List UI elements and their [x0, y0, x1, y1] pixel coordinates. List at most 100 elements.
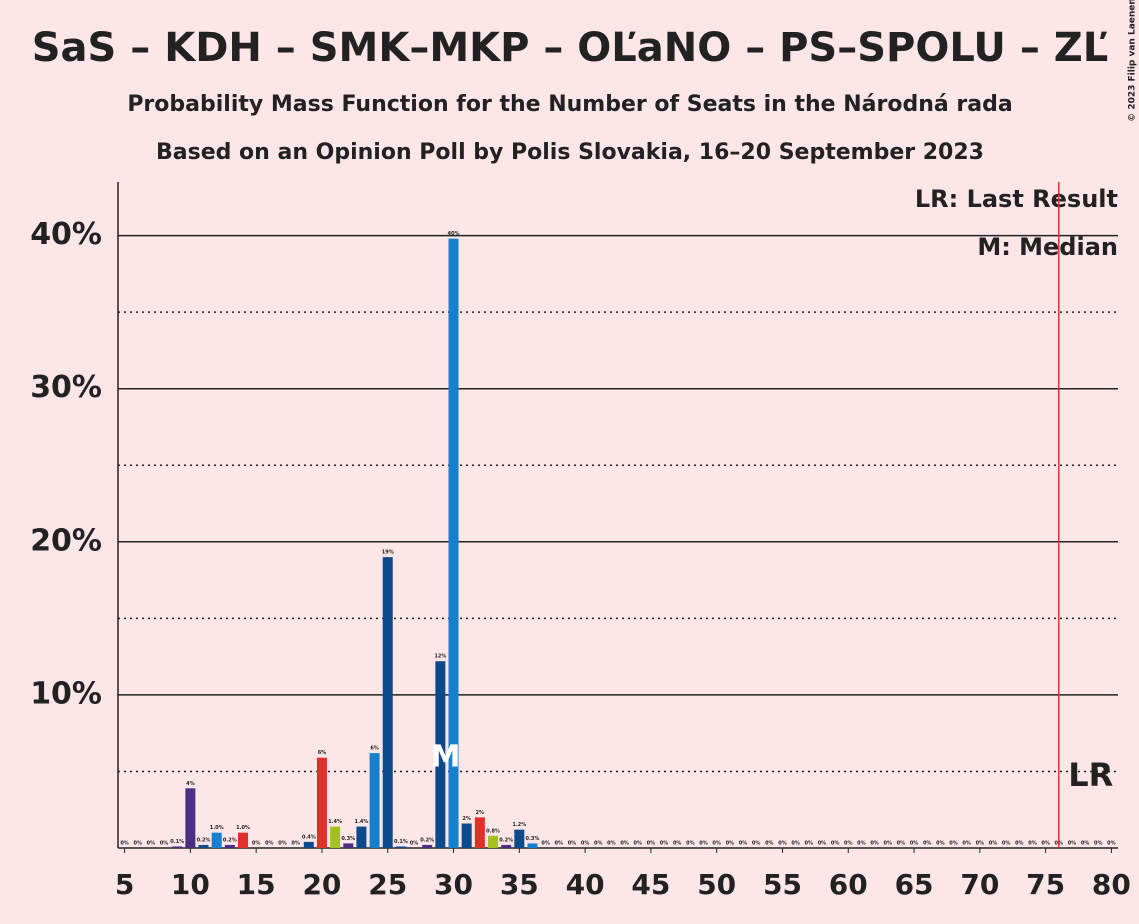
bar	[395, 846, 406, 848]
value-label: 0.3%	[526, 836, 540, 842]
value-label: 0%	[1068, 841, 1077, 847]
bar	[343, 843, 354, 848]
value-label: 1.4%	[354, 819, 368, 825]
value-label: 0%	[1028, 841, 1037, 847]
value-label: 0.4%	[302, 834, 316, 840]
bar	[501, 844, 512, 848]
value-label: 0%	[752, 841, 761, 847]
x-tick-label: 20	[302, 868, 341, 901]
value-label: 0%	[870, 841, 879, 847]
bar	[224, 844, 235, 848]
value-label: 0%	[133, 841, 142, 847]
value-label: 0%	[686, 841, 695, 847]
value-label: 6%	[370, 746, 379, 752]
y-tick-label: 10%	[30, 676, 102, 711]
value-label: 0%	[897, 841, 906, 847]
value-label: 0%	[1041, 841, 1050, 847]
bar	[330, 826, 341, 848]
chart-title: SaS – KDH – SMK–MKP – OĽaNO – PS–SPOLU –…	[32, 25, 1109, 71]
y-tick-label: 40%	[30, 217, 102, 252]
value-label: 0%	[910, 841, 919, 847]
subtitle: Based on an Opinion Poll by Polis Slovak…	[156, 140, 984, 165]
value-label: 0%	[831, 841, 840, 847]
value-label: 0%	[949, 841, 958, 847]
value-label: 0.1%	[170, 839, 184, 845]
value-label: 0%	[265, 841, 274, 847]
value-label: 0%	[739, 841, 748, 847]
bar	[198, 844, 209, 848]
bar	[316, 757, 327, 848]
value-label: 0%	[699, 841, 708, 847]
value-label: 0%	[857, 841, 866, 847]
value-label: 0%	[791, 841, 800, 847]
value-label: 0.2%	[197, 837, 211, 843]
x-tick-label: 10	[171, 868, 210, 901]
value-label: 0%	[805, 841, 814, 847]
value-label: 1.4%	[328, 819, 342, 825]
value-label: 0%	[147, 841, 156, 847]
value-label: 2%	[476, 810, 485, 816]
value-label: 0%	[1002, 841, 1011, 847]
value-label: 0%	[1081, 841, 1090, 847]
bar	[382, 557, 393, 848]
value-label: 0%	[410, 841, 419, 847]
median-marker: M	[431, 740, 461, 775]
bar	[435, 661, 446, 848]
bar	[448, 238, 459, 849]
x-tick-label: 25	[368, 868, 407, 901]
value-label: 0%	[252, 841, 261, 847]
value-label: 0%	[1107, 841, 1116, 847]
bar	[303, 841, 314, 848]
value-label: 1.2%	[512, 822, 526, 828]
value-label: 0%	[278, 841, 287, 847]
value-label: 0%	[883, 841, 892, 847]
value-label: 0.2%	[499, 837, 513, 843]
x-tick-label: 45	[631, 868, 670, 901]
value-label: 0%	[1094, 841, 1103, 847]
value-label: 0%	[673, 841, 682, 847]
value-label: 0.2%	[420, 837, 434, 843]
bar	[527, 843, 538, 848]
value-label: 1.0%	[236, 825, 250, 831]
bar	[185, 788, 196, 848]
value-label: 0.1%	[394, 839, 408, 845]
value-label: 0%	[120, 841, 129, 847]
bar	[422, 844, 433, 848]
value-label: 0%	[607, 841, 616, 847]
value-label: 0%	[633, 841, 642, 847]
value-label: 12%	[434, 654, 446, 660]
value-label: 0%	[160, 841, 169, 847]
subtitle: Probability Mass Function for the Number…	[127, 92, 1012, 117]
x-tick-label: 80	[1092, 868, 1131, 901]
value-label: 0%	[923, 841, 932, 847]
x-tick-label: 65	[895, 868, 934, 901]
value-label: 0.8%	[486, 828, 500, 834]
bar	[488, 835, 498, 848]
bar	[514, 829, 525, 848]
x-tick-label: 5	[115, 868, 134, 901]
value-label: 0%	[726, 841, 735, 847]
value-label: 1.0%	[210, 825, 224, 831]
value-label: 0%	[712, 841, 721, 847]
bar	[369, 753, 380, 848]
bar	[461, 823, 472, 848]
value-label: 6%	[318, 750, 327, 756]
value-label: 0%	[541, 841, 550, 847]
bar	[356, 826, 367, 848]
value-label: 4%	[186, 781, 195, 787]
copyright: © 2023 Filip van Laenen	[1128, 0, 1138, 122]
x-tick-label: 75	[1026, 868, 1065, 901]
x-tick-label: 35	[500, 868, 539, 901]
legend-entry: M: Median	[977, 233, 1118, 261]
x-tick-label: 40	[566, 868, 605, 901]
bar	[238, 832, 248, 848]
legend-entry: LR: Last Result	[915, 185, 1118, 213]
x-tick-label: 15	[237, 868, 276, 901]
value-label: 0%	[936, 841, 945, 847]
value-label: 0%	[818, 841, 827, 847]
value-label: 0%	[962, 841, 971, 847]
x-tick-label: 50	[697, 868, 736, 901]
x-tick-label: 55	[763, 868, 802, 901]
